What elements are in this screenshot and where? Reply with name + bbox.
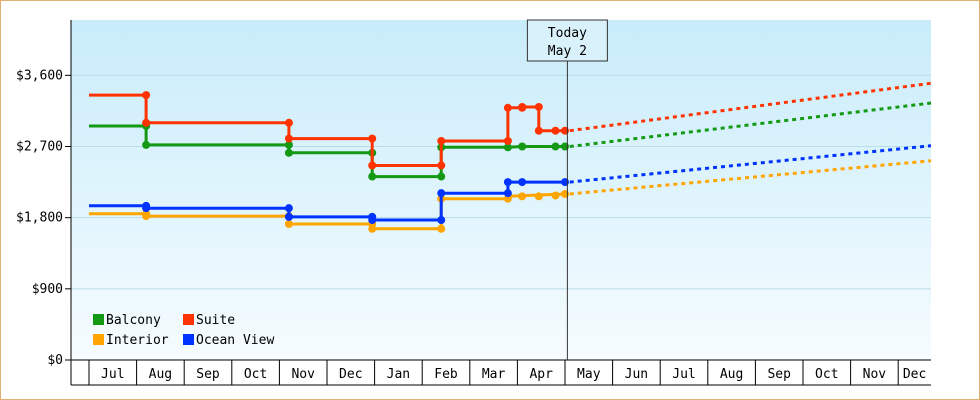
x-tick-label: Aug (720, 367, 743, 382)
data-point-ocean-view (437, 189, 446, 198)
legend-label: Balcony (106, 313, 161, 328)
data-point-suite (518, 102, 527, 111)
data-point-ocean-view (437, 216, 446, 225)
x-tick-label: Jan (387, 367, 410, 382)
data-point-suite (368, 161, 377, 170)
x-tick-label: Jul (672, 367, 695, 382)
data-point-ocean-view (503, 178, 512, 187)
data-point-interior (142, 212, 151, 221)
data-point-ocean-view (142, 204, 151, 213)
data-point-balcony (437, 172, 446, 181)
data-point-suite (142, 118, 151, 127)
data-point-suite (368, 134, 377, 143)
y-axis: $0 $900 $1,800 $2,700 $3,600 (16, 20, 72, 368)
data-point-suite (437, 161, 446, 170)
x-tick-label: Apr (529, 367, 553, 382)
series-line-suite (89, 93, 565, 167)
data-point-ocean-view (368, 216, 377, 225)
data-point-suite (284, 134, 293, 143)
data-point-balcony (518, 142, 527, 151)
legend-label: Interior (106, 333, 169, 348)
legend-label: Ocean View (196, 333, 274, 348)
data-point-balcony (284, 148, 293, 157)
today-label-box (526, 19, 608, 62)
data-point-ocean-view (503, 189, 512, 198)
x-tick-label: Jun (625, 367, 648, 382)
data-point-suite (534, 102, 543, 111)
data-point-suite (534, 126, 543, 135)
data-point-suite (437, 136, 446, 145)
today-label-line1: Today (548, 26, 587, 41)
series-lines (89, 91, 569, 233)
x-tick-label: Mar (482, 367, 506, 382)
data-point-balcony (368, 172, 377, 181)
y-tick-label: $1,800 (16, 211, 63, 226)
legend-label: Suite (196, 313, 235, 328)
x-tick-label: Oct (815, 367, 838, 382)
data-point-interior (551, 191, 560, 200)
legend-swatch (183, 314, 194, 325)
legend-swatch (93, 314, 104, 325)
data-point-ocean-view (284, 204, 293, 213)
data-point-suite (142, 91, 151, 100)
x-tick-label: Dec (903, 367, 926, 382)
data-point-interior (518, 192, 527, 201)
x-tick-label: Nov (863, 367, 887, 382)
data-point-interior (368, 224, 377, 233)
data-point-interior (534, 192, 543, 201)
y-tick-label: $3,600 (16, 68, 63, 83)
x-axis: Jul Aug Sep Oct Nov Dec Jan Feb Mar Apr May Jun Jul A… (70, 359, 931, 386)
data-point-balcony (142, 140, 151, 149)
x-tick-label: Sep (767, 367, 791, 382)
x-tick-label: Jul (101, 367, 124, 382)
data-point-suite (551, 126, 560, 135)
x-tick-label: Oct (244, 367, 267, 382)
data-point-ocean-view (518, 178, 527, 187)
data-point-ocean-view (284, 212, 293, 221)
x-tick-label: Feb (434, 367, 458, 382)
data-point-suite (503, 103, 512, 112)
legend: Balcony Suite Interior Ocean View (93, 313, 274, 348)
legend-swatch (183, 334, 194, 345)
plot-background (71, 20, 931, 360)
data-point-suite (284, 118, 293, 127)
x-tick-label: Sep (196, 367, 220, 382)
x-tick-label: Dec (339, 367, 362, 382)
data-point-interior (284, 220, 293, 228)
today-marker: Today May 2 (526, 19, 608, 360)
data-point-balcony (503, 143, 512, 152)
data-point-interior (437, 224, 446, 233)
data-point-balcony (551, 142, 560, 151)
y-tick-label: $900 (32, 282, 63, 297)
today-label-line2: May 2 (548, 44, 587, 59)
data-point-suite (503, 136, 512, 145)
x-tick-label: Aug (149, 367, 172, 382)
data-point-interior (503, 194, 512, 203)
legend-swatch (93, 334, 104, 345)
x-tick-label: May (577, 367, 601, 382)
y-tick-label: $2,700 (16, 140, 63, 155)
data-point-balcony (284, 140, 293, 149)
y-tick-label: $0 (47, 353, 63, 368)
x-tick-label: Nov (291, 367, 315, 382)
